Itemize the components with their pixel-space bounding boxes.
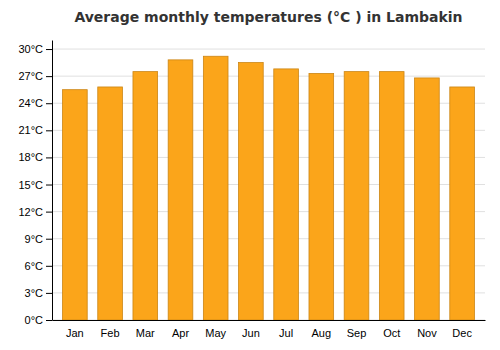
- bar: [203, 56, 228, 320]
- x-tick: Feb: [101, 327, 120, 339]
- y-tick-mark: [46, 239, 52, 240]
- x-tick-label: Jul: [279, 327, 293, 339]
- bar: [133, 72, 158, 320]
- grid: [52, 49, 485, 320]
- bar: [379, 72, 404, 320]
- bar: [450, 87, 475, 320]
- x-tick: Oct: [383, 327, 400, 339]
- plot: Jan Feb Mar Apr May Jun Jul Aug Sep Oct Nov Dec 0°C 3…: [18, 41, 485, 339]
- bar: [63, 90, 88, 320]
- y-tick-label: 30°C: [18, 43, 43, 55]
- bar: [168, 60, 193, 320]
- y-tick-mark: [46, 49, 52, 50]
- x-tick-label: Jun: [242, 327, 260, 339]
- x-tick-label: Sep: [347, 327, 367, 339]
- bar: [274, 69, 299, 320]
- y-tick-mark: [46, 185, 52, 186]
- x-tick: May: [205, 327, 226, 339]
- x-tick: Nov: [417, 327, 437, 339]
- x-tick: Sep: [347, 327, 367, 339]
- bar: [239, 63, 264, 320]
- x-axis-line: [53, 320, 486, 321]
- y-axis: 0°C 3°C 6°C 9°C 12°C 15°C 18°C 21°C 24°C 27°C 30°C: [18, 41, 52, 327]
- y-tick: 12°C: [18, 206, 52, 218]
- y-tick: 9°C: [25, 233, 52, 245]
- y-tick-mark: [46, 157, 52, 158]
- x-tick-label: Aug: [312, 327, 332, 339]
- y-tick-mark: [46, 103, 52, 104]
- bar: [344, 72, 369, 320]
- y-tick: 0°C: [25, 314, 52, 326]
- y-tick: 18°C: [18, 151, 52, 163]
- x-tick: Aug: [312, 327, 332, 339]
- x-tick: Apr: [172, 327, 189, 339]
- y-tick-label: 0°C: [25, 314, 44, 326]
- x-tick: Jul: [279, 327, 293, 339]
- x-tick: Mar: [136, 327, 155, 339]
- x-tick-label: Dec: [452, 327, 472, 339]
- y-tick-label: 12°C: [18, 206, 43, 218]
- y-tick-label: 18°C: [18, 151, 43, 163]
- y-tick-label: 27°C: [18, 70, 43, 82]
- bar: [98, 87, 123, 320]
- y-tick: 30°C: [18, 43, 52, 55]
- bar: [415, 78, 440, 320]
- y-tick-label: 9°C: [25, 233, 44, 245]
- y-tick-label: 3°C: [25, 287, 44, 299]
- y-tick: 21°C: [18, 124, 52, 136]
- bar: [309, 73, 334, 320]
- x-tick: Jan: [66, 327, 84, 339]
- x-tick-label: Nov: [417, 327, 437, 339]
- y-tick: 3°C: [25, 287, 52, 299]
- x-tick-label: Oct: [383, 327, 400, 339]
- y-tick: 15°C: [18, 179, 52, 191]
- y-tick-label: 24°C: [18, 97, 43, 109]
- x-axis: Jan Feb Mar Apr May Jun Jul Aug Sep Oct Nov Dec: [53, 321, 486, 339]
- x-tick-label: May: [205, 327, 226, 339]
- title: Average monthly temperatures (°C ) in La…: [74, 9, 462, 25]
- x-tick-label: Mar: [136, 327, 155, 339]
- y-tick: 27°C: [18, 70, 52, 82]
- y-tick-mark: [46, 130, 52, 131]
- y-tick-label: 15°C: [18, 179, 43, 191]
- y-tick-mark: [46, 266, 52, 267]
- grid-line: [52, 76, 485, 77]
- y-tick: 24°C: [18, 97, 52, 109]
- y-axis-line: [52, 41, 53, 321]
- chart: Jan Feb Mar Apr May Jun Jul Aug Sep Oct Nov Dec 0°C 3…: [0, 0, 500, 350]
- y-tick: 6°C: [25, 260, 52, 272]
- y-tick-mark: [46, 320, 52, 321]
- y-tick-mark: [46, 293, 52, 294]
- y-tick-mark: [46, 212, 52, 213]
- x-tick: Dec: [452, 327, 472, 339]
- y-tick-mark: [46, 76, 52, 77]
- bars: [63, 56, 475, 320]
- y-tick-label: 6°C: [25, 260, 44, 272]
- y-tick-label: 21°C: [18, 124, 43, 136]
- x-tick-label: Feb: [101, 327, 120, 339]
- x-tick: Jun: [242, 327, 260, 339]
- x-tick-label: Jan: [66, 327, 84, 339]
- grid-line: [52, 49, 485, 50]
- x-tick-label: Apr: [172, 327, 189, 339]
